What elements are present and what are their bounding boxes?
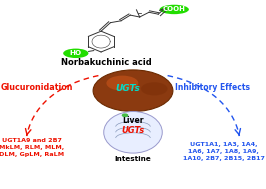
Text: UGT1A1, 1A3, 1A4,
1A6, 1A7, 1A8, 1A9,
1A10, 2B7, 2B15, 2B17: UGT1A1, 1A3, 1A4, 1A6, 1A7, 1A8, 1A9, 1A… — [182, 142, 264, 161]
Text: HO: HO — [70, 50, 82, 56]
Text: UGTs: UGTs — [121, 126, 145, 135]
Text: COOH: COOH — [163, 6, 186, 12]
Text: Norbakuchinic acid: Norbakuchinic acid — [61, 58, 152, 67]
Text: Intestine: Intestine — [115, 156, 151, 162]
Text: Liver: Liver — [122, 116, 144, 125]
Text: UGT1A9 and 2B7
MkLM, RLM, MLM,
DLM, GpLM, RaLM: UGT1A9 and 2B7 MkLM, RLM, MLM, DLM, GpLM… — [0, 138, 64, 157]
Text: UGTs: UGTs — [115, 84, 140, 93]
Ellipse shape — [160, 5, 189, 14]
Text: Glucuronidation: Glucuronidation — [1, 83, 73, 92]
Ellipse shape — [106, 76, 138, 91]
Ellipse shape — [93, 70, 173, 112]
Text: Inhibitory Effects: Inhibitory Effects — [175, 83, 250, 92]
Ellipse shape — [104, 112, 162, 153]
Ellipse shape — [122, 113, 128, 117]
Ellipse shape — [63, 49, 88, 58]
Ellipse shape — [141, 82, 168, 95]
